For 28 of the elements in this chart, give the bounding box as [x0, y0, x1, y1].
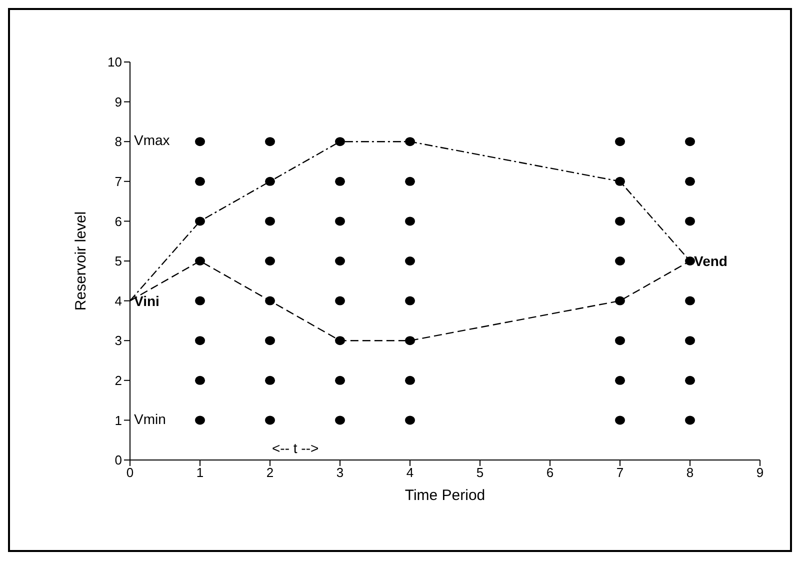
x-tick-label: 3	[336, 465, 344, 480]
x-tick-label: 8	[686, 465, 694, 480]
y-tick-label: 8	[114, 134, 122, 150]
x-tick-label: 9	[756, 465, 764, 480]
x-tick-label: 5	[476, 465, 484, 480]
y-tick-label: 9	[114, 94, 122, 110]
x-tick-label: 0	[126, 465, 134, 480]
x-tick-label: 4	[406, 465, 414, 480]
annotation: Vmax	[134, 131, 170, 150]
y-tick-label: 6	[114, 214, 122, 229]
annotation: <-- t -->	[272, 439, 319, 458]
y-tick-label: 3	[114, 333, 122, 348]
x-axis-title: Time Period	[404, 487, 486, 504]
annotation: Vend	[694, 252, 728, 269]
x-tick-label: 6	[546, 465, 554, 480]
y-tick-label: 7	[114, 174, 122, 190]
y-tick-label: 1	[114, 412, 122, 428]
x-tick-label: 2	[266, 465, 274, 480]
annotation: Vmin	[134, 410, 166, 429]
y-tick-label: 4	[114, 293, 122, 308]
y-axis-title: Reservoir level	[72, 211, 90, 311]
x-tick-label: 1	[196, 465, 204, 480]
y-tick-label: 10	[108, 54, 122, 70]
y-tick-label: 0	[114, 452, 122, 468]
x-tick-label: 7	[616, 465, 624, 480]
annotation: Vini	[134, 292, 160, 309]
y-tick-label: 2	[114, 373, 122, 388]
y-tick-label: 5	[114, 254, 122, 269]
